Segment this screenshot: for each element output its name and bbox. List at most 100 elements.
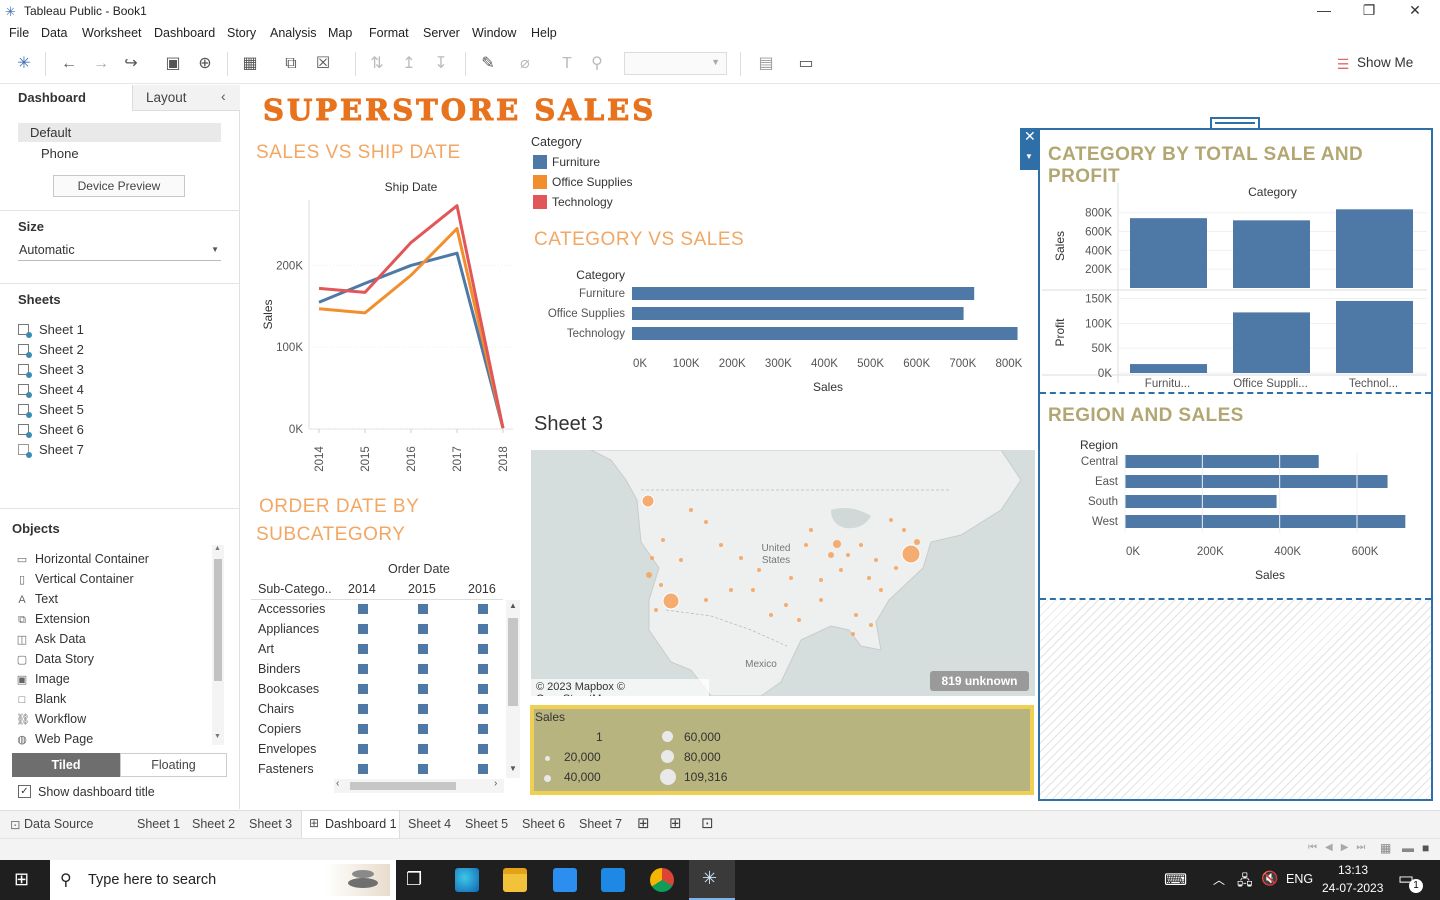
volume-muted-icon[interactable]: 🔇 xyxy=(1261,870,1279,886)
object-item[interactable]: ⛓ Workflow xyxy=(16,712,86,726)
legend-swatch-technology[interactable] xyxy=(533,195,547,209)
table-cell-mark[interactable] xyxy=(358,764,368,774)
fit-dropdown[interactable]: ▼ xyxy=(624,52,727,75)
tableau-taskbar-item[interactable]: ✳ xyxy=(689,860,735,900)
show-title-checkbox[interactable]: ✓ xyxy=(18,785,31,798)
swap-icon[interactable]: ⇅ xyxy=(370,55,384,72)
windows-start-icon[interactable]: ⊞ xyxy=(14,869,30,889)
unknown-indicator[interactable]: 819 unknown xyxy=(930,671,1029,691)
table-cell-mark[interactable] xyxy=(418,704,428,714)
film-view-icon[interactable]: ▬ xyxy=(1402,841,1414,855)
right-vertical-container[interactable]: CATEGORY BY TOTAL SALE AND PROFIT Catego… xyxy=(1038,128,1433,801)
table-cell-mark[interactable] xyxy=(478,684,488,694)
presentation-icon[interactable]: ▭ xyxy=(798,55,814,72)
object-item[interactable]: ▯ Vertical Container xyxy=(16,572,134,586)
menu-help[interactable]: Help xyxy=(531,26,557,40)
tab-sheet6[interactable]: Sheet 6 xyxy=(522,817,566,831)
tab-sheet3[interactable]: Sheet 3 xyxy=(249,817,293,831)
table-cell-mark[interactable] xyxy=(358,624,368,634)
table-cell-mark[interactable] xyxy=(418,744,428,754)
object-item[interactable]: ◍ Web Page xyxy=(16,732,93,746)
table-vertical-scrollbar[interactable]: ▲ ▼ xyxy=(506,600,520,778)
tab-sheet4[interactable]: Sheet 4 xyxy=(408,817,452,831)
highlight-icon[interactable]: ✎ xyxy=(481,55,495,72)
sheet-item-5[interactable]: Sheet 5 xyxy=(18,402,84,418)
table-cell-mark[interactable] xyxy=(358,724,368,734)
table-cell-mark[interactable] xyxy=(478,604,488,614)
menu-worksheet[interactable]: Worksheet xyxy=(82,26,142,40)
table-horizontal-scrollbar[interactable]: ‹ › xyxy=(334,778,504,793)
table-cell-mark[interactable] xyxy=(418,684,428,694)
sheet-item-3[interactable]: Sheet 3 xyxy=(18,362,84,378)
tab-sheet1[interactable]: Sheet 1 xyxy=(137,817,181,831)
legend-label-office-supplies[interactable]: Office Supplies xyxy=(552,175,633,189)
menu-format[interactable]: Format xyxy=(369,26,409,40)
menu-data[interactable]: Data xyxy=(41,26,68,40)
new-story-tab-icon[interactable]: ⊡ xyxy=(701,815,714,832)
device-default[interactable]: Default xyxy=(18,123,221,142)
table-row-label[interactable]: Copiers xyxy=(258,722,302,736)
keyboard-icon[interactable]: ⌨ xyxy=(1164,872,1188,889)
object-item[interactable]: ▭ Horizontal Container xyxy=(16,552,149,566)
object-item[interactable]: ⧉ Extension xyxy=(16,612,90,627)
chrome-icon[interactable] xyxy=(650,868,674,892)
taskbar-search[interactable]: ⚲ Type here to search xyxy=(50,860,396,900)
legend-swatch-furniture[interactable] xyxy=(533,155,547,169)
object-item[interactable]: ◫ Ask Data xyxy=(16,632,86,646)
redo-icon[interactable]: → xyxy=(93,55,109,72)
table-row-label[interactable]: Chairs xyxy=(258,702,295,716)
duplicate-icon[interactable]: ⧉ xyxy=(285,55,297,72)
object-item[interactable]: ▣ Image xyxy=(16,672,70,686)
table-cell-mark[interactable] xyxy=(358,604,368,614)
table-cell-mark[interactable] xyxy=(358,684,368,694)
region-sales-chart[interactable]: Region Central East South West 0K 200K 400K 600K… xyxy=(1042,435,1430,595)
table-row-label[interactable]: Accessories xyxy=(258,602,326,616)
show-cards-icon[interactable]: ▤ xyxy=(758,55,774,72)
language-indicator[interactable]: ENG xyxy=(1286,872,1314,886)
table-cell-mark[interactable] xyxy=(418,764,428,774)
group-icon[interactable]: ⌀ xyxy=(520,55,530,72)
new-worksheet-tab-icon[interactable]: ⊞ xyxy=(637,815,650,832)
object-item[interactable]: □ Blank xyxy=(16,692,67,706)
tableau-home-icon[interactable]: ✳ xyxy=(17,55,31,72)
table-cell-mark[interactable] xyxy=(478,704,488,714)
tab-dashboard1[interactable]: ⊞ Dashboard 1 xyxy=(301,811,400,838)
map-credit[interactable]: © 2023 Mapbox © OpenStreetMap xyxy=(531,679,709,696)
clock-time[interactable]: 13:13 xyxy=(1338,863,1369,877)
sales-ship-chart[interactable]: Ship Date 0K 100K 200K Sales 2014 2015 2016 2017… xyxy=(251,175,526,480)
object-item[interactable]: A Text xyxy=(16,592,58,606)
new-worksheet-icon[interactable]: ▦ xyxy=(242,55,258,72)
drag-handle[interactable] xyxy=(1210,117,1260,129)
collapse-icon[interactable]: ‹ xyxy=(221,88,226,104)
table-cell-mark[interactable] xyxy=(418,644,428,654)
table-cell-mark[interactable] xyxy=(478,764,488,774)
category-sales-profit-chart[interactable]: Category Sales 200K 400K 600K 800K Profit 0K 50K… xyxy=(1042,178,1430,388)
show-me-icon[interactable]: ☰ xyxy=(1336,56,1350,72)
legend-label-furniture[interactable]: Furniture xyxy=(552,155,601,169)
table-cell-mark[interactable] xyxy=(358,664,368,674)
menu-map[interactable]: Map xyxy=(328,26,353,40)
table-cell-mark[interactable] xyxy=(478,744,488,754)
menu-analysis[interactable]: Analysis xyxy=(270,26,317,40)
objects-scrollbar[interactable]: ▲ ▼ xyxy=(212,545,224,745)
sheet-item-4[interactable]: Sheet 4 xyxy=(18,382,84,398)
store-icon[interactable] xyxy=(553,868,577,892)
replay-icon[interactable]: ↪ xyxy=(124,55,138,72)
sheet-item-7[interactable]: Sheet 7 xyxy=(18,442,84,458)
undo-icon[interactable]: ← xyxy=(61,55,77,72)
table-cell-mark[interactable] xyxy=(478,724,488,734)
tab-data-source[interactable]: Data Source xyxy=(24,817,94,831)
minimize-icon[interactable]: — xyxy=(1317,2,1331,18)
pin-icon[interactable]: ⚲ xyxy=(591,55,603,72)
container-menu-icon[interactable]: ▼ xyxy=(1025,152,1033,161)
container-controls[interactable]: ✕ ▼ xyxy=(1020,128,1038,170)
pager-icon[interactable]: ⏮◀▶⏭ xyxy=(1308,842,1374,853)
tab-sheet5[interactable]: Sheet 5 xyxy=(465,817,509,831)
clock-date[interactable]: 24-07-2023 xyxy=(1322,881,1384,895)
new-dashboard-tab-icon[interactable]: ⊞ xyxy=(669,815,682,832)
new-datasource-icon[interactable]: ⊕ xyxy=(198,55,212,72)
object-item[interactable]: ▢ Data Story xyxy=(16,652,94,666)
table-row-label[interactable]: Appliances xyxy=(258,622,320,636)
table-cell-mark[interactable] xyxy=(418,724,428,734)
